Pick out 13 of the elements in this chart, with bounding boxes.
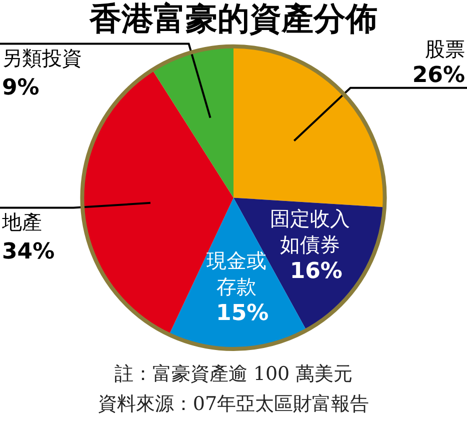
- data-label: 26%: [412, 62, 465, 88]
- slice-label: 固定收入如債券: [270, 206, 350, 257]
- data-label: 9%: [2, 75, 40, 100]
- slice-label: 現金或存款: [206, 248, 266, 299]
- slice-label: 地產: [1, 210, 42, 234]
- chart-title: 香港富豪的資產分佈: [88, 0, 378, 38]
- text: 註：富豪資產逾 100 萬美元: [114, 362, 353, 385]
- source-note: 資料來源：07年亞太區財富報告: [98, 392, 370, 415]
- data-label: 15%: [216, 301, 269, 326]
- slice-label: 另類投資: [2, 46, 82, 70]
- data-label: 16%: [290, 259, 342, 284]
- slice-label: 股票: [425, 36, 465, 61]
- data-label: 34%: [2, 239, 55, 264]
